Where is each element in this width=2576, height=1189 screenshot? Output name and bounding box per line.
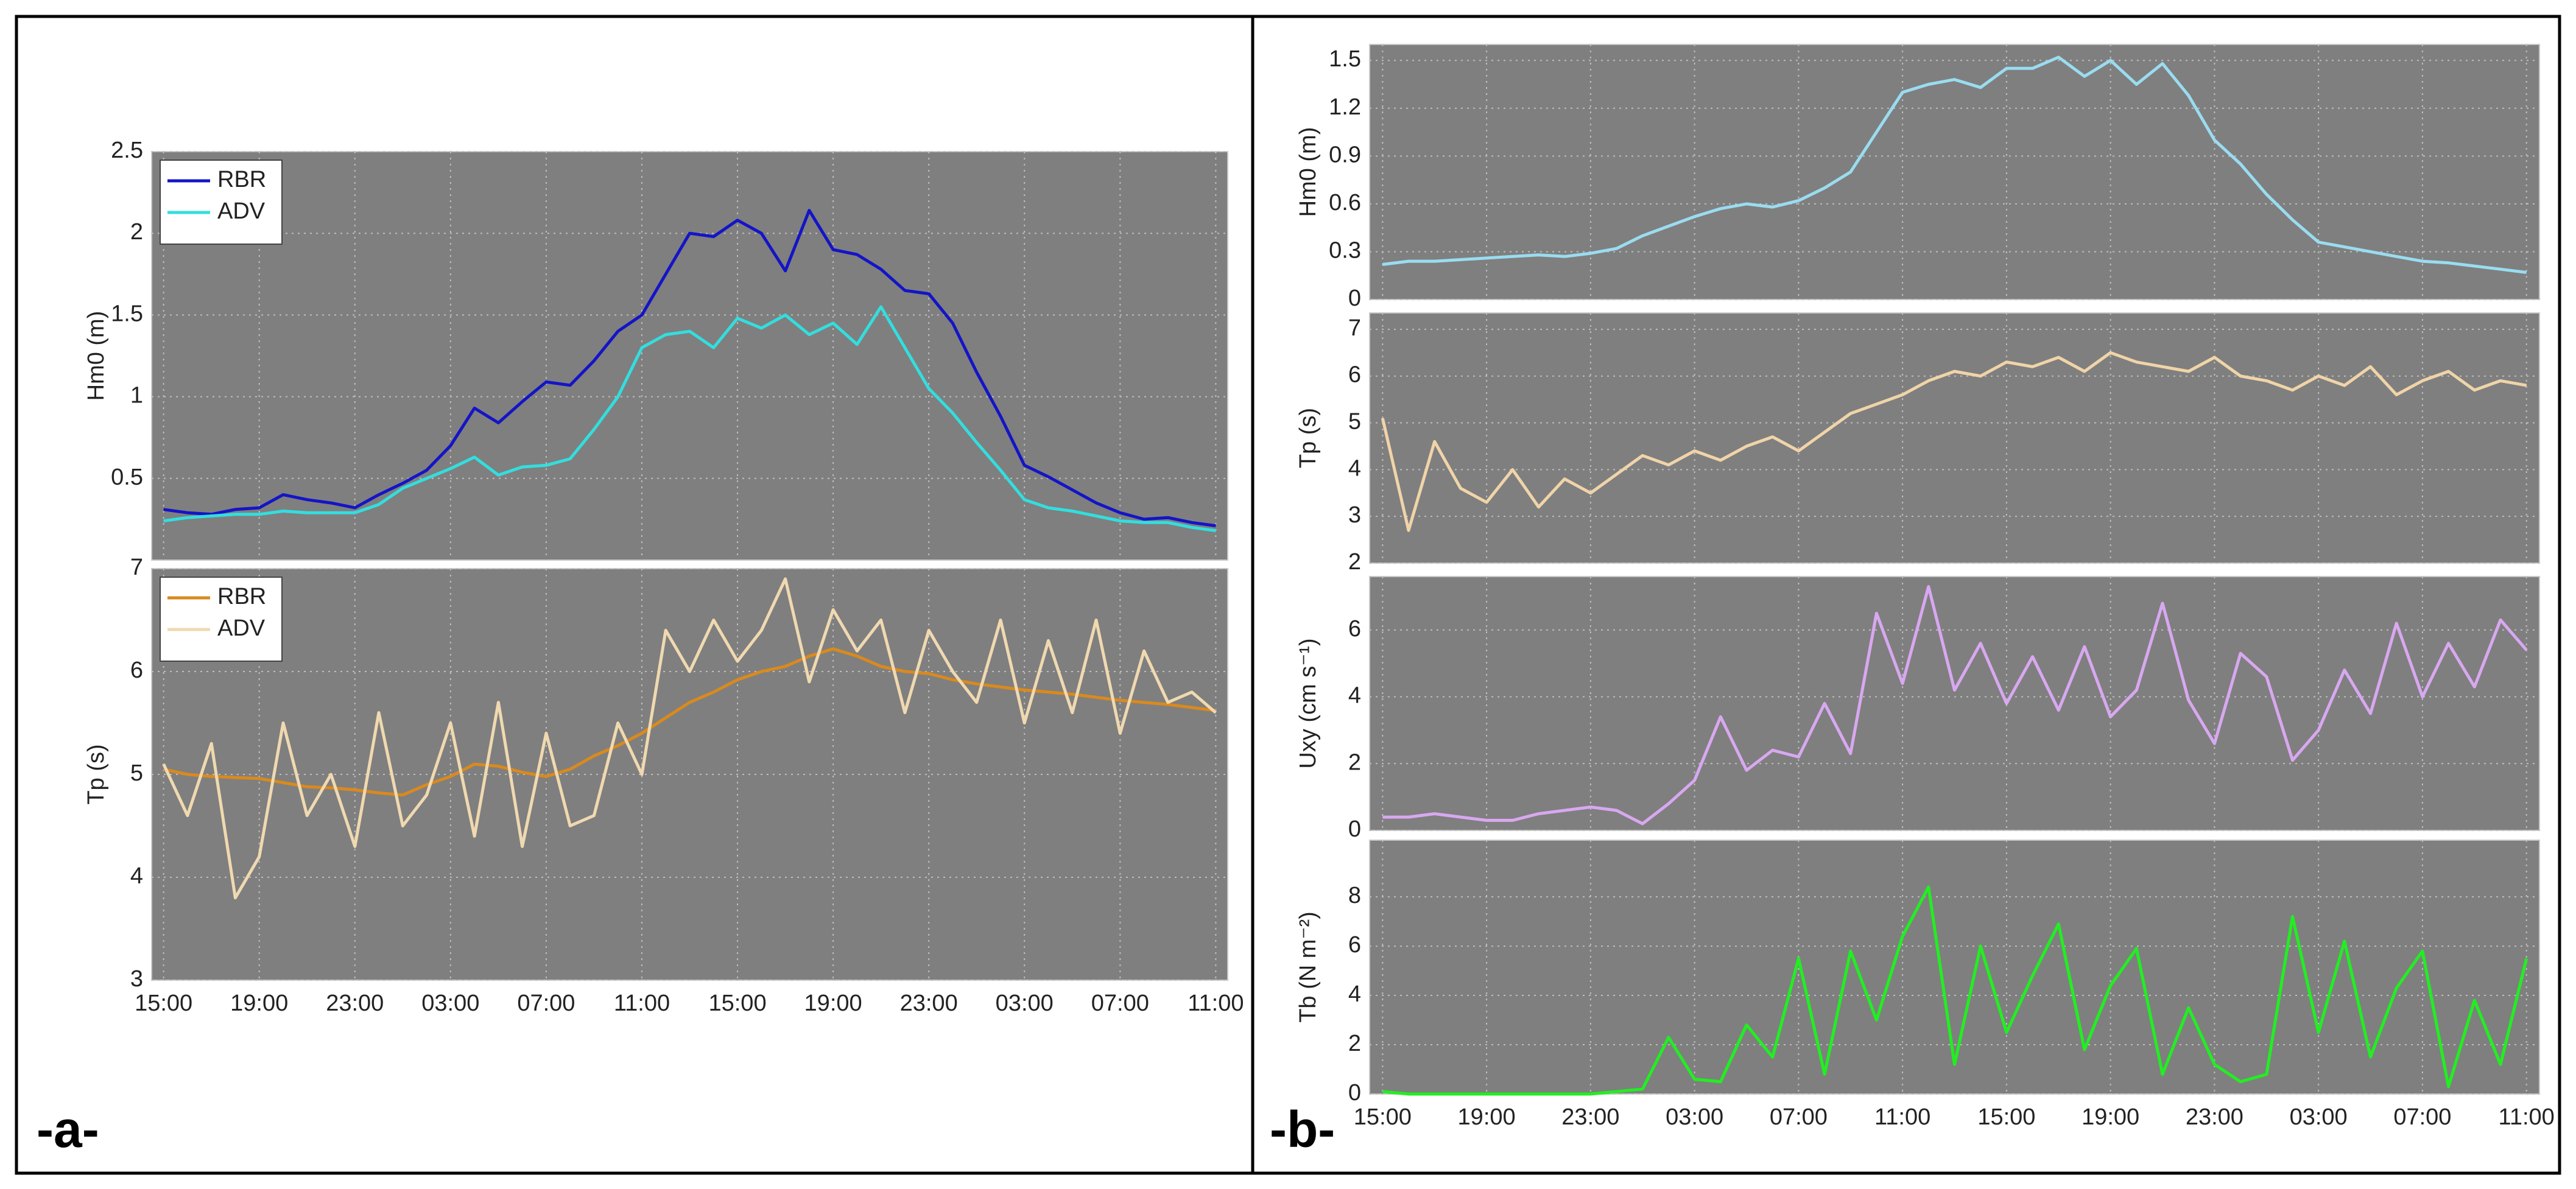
x-tick-label: 23:00 bbox=[2186, 1104, 2243, 1130]
y-tick-label: 6 bbox=[1348, 616, 1361, 642]
y-tick-label: 0 bbox=[1348, 816, 1361, 842]
x-tick-label: 19:00 bbox=[230, 991, 288, 1016]
x-tick-label: 19:00 bbox=[2082, 1104, 2139, 1130]
y-tick-label: 4 bbox=[1348, 981, 1361, 1007]
series-line bbox=[162, 577, 1217, 900]
plot-area bbox=[1369, 44, 2540, 300]
x-tick-label: 11:00 bbox=[1188, 991, 1244, 1016]
x-tick-label: 15:00 bbox=[1354, 1104, 1412, 1130]
y-tick-label: 2 bbox=[1348, 749, 1361, 775]
y-tick-label: 7 bbox=[1348, 315, 1361, 341]
x-tick-label: 03:00 bbox=[996, 991, 1054, 1016]
x-tick-label: 23:00 bbox=[1561, 1104, 1619, 1130]
plot-area bbox=[1369, 312, 2540, 564]
plot-area bbox=[151, 151, 1228, 561]
y-axis-label: Tp (s) bbox=[1295, 408, 1321, 468]
y-tick-label: 3 bbox=[1348, 502, 1361, 528]
y-tick-label: 6 bbox=[130, 658, 143, 683]
y-tick-label: 1.5 bbox=[111, 301, 143, 326]
y-tick-label: 1.5 bbox=[1329, 46, 1361, 72]
x-tick-label: 19:00 bbox=[804, 991, 862, 1016]
x-tick-label: 03:00 bbox=[1666, 1104, 1723, 1130]
y-tick-label: 7 bbox=[130, 555, 143, 580]
x-tick-label: 15:00 bbox=[1977, 1104, 2035, 1130]
x-tick-label: 15:00 bbox=[708, 991, 766, 1016]
series-line bbox=[1382, 55, 2527, 274]
series-line bbox=[163, 305, 1216, 533]
y-tick-label: 6 bbox=[1348, 362, 1361, 388]
plot-area bbox=[1369, 840, 2540, 1095]
y-axis-label: Uxy (cm s⁻¹) bbox=[1295, 638, 1321, 768]
legend-box bbox=[160, 577, 283, 662]
series-line bbox=[163, 209, 1216, 528]
x-tick-label: 07:00 bbox=[2393, 1104, 2451, 1130]
y-tick-label: 0.3 bbox=[1329, 237, 1361, 263]
y-tick-label: 5 bbox=[1348, 409, 1361, 435]
y-tick-label: 4 bbox=[130, 863, 143, 889]
series-line bbox=[1382, 885, 2528, 1096]
legend-label: ADV bbox=[217, 198, 266, 224]
legend-label: RBR bbox=[217, 584, 266, 609]
y-tick-label: 0.9 bbox=[1329, 142, 1361, 167]
x-tick-label: 23:00 bbox=[900, 991, 958, 1016]
y-tick-label: 0.5 bbox=[111, 465, 143, 490]
x-tick-label: 23:00 bbox=[326, 991, 384, 1016]
panel-label: -b- bbox=[1270, 1101, 1335, 1158]
x-tick-label: 07:00 bbox=[1770, 1104, 1828, 1130]
y-tick-label: 0.6 bbox=[1329, 190, 1361, 216]
y-tick-label: 0 bbox=[1348, 286, 1361, 311]
y-tick-label: 1.2 bbox=[1329, 94, 1361, 120]
x-tick-label: 11:00 bbox=[614, 991, 670, 1016]
x-tick-label: 07:00 bbox=[517, 991, 575, 1016]
y-tick-label: 8 bbox=[1348, 883, 1361, 908]
x-tick-label: 07:00 bbox=[1091, 991, 1149, 1016]
x-tick-label: 19:00 bbox=[1458, 1104, 1516, 1130]
x-tick-label: 03:00 bbox=[2290, 1104, 2348, 1130]
y-axis-label: Hm0 (m) bbox=[83, 311, 109, 401]
plot-area bbox=[1369, 576, 2540, 831]
y-axis-label: Tb (N m⁻²) bbox=[1295, 911, 1321, 1023]
y-tick-label: 0 bbox=[1348, 1080, 1361, 1106]
y-tick-label: 3 bbox=[130, 966, 143, 992]
y-tick-label: 5 bbox=[130, 760, 143, 786]
legend-box bbox=[160, 160, 283, 245]
y-tick-label: 1 bbox=[130, 383, 143, 409]
x-tick-label: 11:00 bbox=[2499, 1104, 2555, 1130]
y-axis-label: Hm0 (m) bbox=[1295, 127, 1321, 217]
y-tick-label: 4 bbox=[1348, 683, 1361, 709]
y-tick-label: 2 bbox=[130, 219, 143, 245]
y-tick-label: 6 bbox=[1348, 932, 1361, 958]
y-tick-label: 2 bbox=[1348, 549, 1361, 575]
series-line bbox=[163, 647, 1216, 797]
panel-label: -a- bbox=[37, 1101, 99, 1158]
y-tick-label: 4 bbox=[1348, 455, 1361, 481]
series-line bbox=[1382, 585, 2528, 826]
y-tick-label: 2 bbox=[1348, 1031, 1361, 1056]
series-line bbox=[1381, 351, 2527, 532]
x-tick-label: 11:00 bbox=[1874, 1104, 1930, 1130]
y-axis-label: Tp (s) bbox=[83, 744, 109, 804]
legend-label: ADV bbox=[217, 616, 266, 641]
legend-label: RBR bbox=[217, 167, 266, 192]
y-tick-label: 2.5 bbox=[111, 138, 143, 163]
x-tick-label: 15:00 bbox=[135, 991, 192, 1016]
x-tick-label: 03:00 bbox=[421, 991, 479, 1016]
